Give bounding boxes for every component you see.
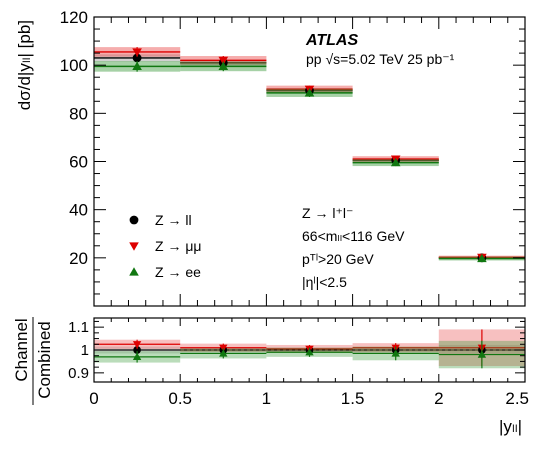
selection-line-2: 66<mₗₗ<116 GeV	[302, 228, 405, 244]
ratio-point-z-	[219, 344, 228, 352]
ratio-y-axis: 0.9 1 1.1	[68, 319, 525, 382]
selection-line-4: |ηˡ|<2.5	[302, 274, 347, 290]
x-axis-label: |yₗₗ|	[499, 417, 522, 436]
data-point-z-ee	[304, 88, 315, 97]
x-tick-label: 2.5	[505, 389, 529, 408]
legend-label-z-: Z → μμ	[155, 238, 201, 254]
selection-line-1: Z → l⁺l⁻	[302, 205, 353, 221]
data-point-z-ee	[477, 253, 487, 263]
y-tick-label: 60	[69, 153, 88, 172]
x-tick-label: 1	[262, 389, 271, 408]
main-y-axis: 20 40 60 80 100 120	[60, 8, 525, 307]
y-tick-label: 80	[69, 104, 88, 123]
legend-marker-z-ee	[129, 267, 139, 276]
atlas-label: ATLAS	[305, 32, 358, 49]
ratio-y-label-bottom: Combined	[35, 321, 54, 399]
ratio-point-z-	[132, 341, 142, 349]
legend-label-z-ee: Z → ee	[155, 264, 201, 280]
y-axis-label: dσ/d|yₗₗ| [pb]	[15, 20, 34, 110]
data-point-z-ee	[132, 61, 142, 70]
y-tick-label: 100	[60, 56, 88, 75]
x-tick-label: 0.5	[168, 389, 192, 408]
legend-marker-z-ll	[129, 215, 139, 225]
ratio-point-z-ee	[219, 349, 228, 357]
x-axis: 0 0.5 1 1.5 2 2.5	[89, 17, 529, 408]
main-panel-points	[132, 47, 487, 263]
y-tick-label: 120	[60, 8, 88, 27]
x-tick-label: 1.5	[341, 389, 365, 408]
x-tick-label: 0	[89, 389, 98, 408]
y-tick-label: 40	[69, 201, 88, 220]
ratio-point-z-ee	[477, 350, 487, 358]
ratio-y-tick-label: 1.1	[68, 319, 89, 336]
ratio-y-tick-label: 0.9	[68, 365, 89, 382]
data-point-z-ll	[132, 53, 142, 63]
ratio-y-tick-label: 1	[81, 342, 89, 359]
data-point-z-ee	[390, 157, 401, 167]
ratio-panel-points	[132, 329, 487, 369]
ratio-point-z-ee	[305, 348, 314, 356]
ratio-point-z-ee	[391, 349, 400, 357]
y-tick-label: 20	[69, 249, 88, 268]
selection-line-3: pᵀˡ>20 GeV	[302, 251, 374, 267]
data-point-z-	[132, 48, 142, 57]
ratio-y-label-top: Channel	[12, 318, 31, 381]
data-point-z-	[218, 56, 229, 66]
legend-marker-z-	[129, 242, 139, 251]
legend: Z → ll Z → μμ Z → ee	[129, 212, 201, 280]
x-tick-label: 2	[434, 389, 443, 408]
ratio-point-z-ee	[132, 352, 142, 361]
legend-label-z-ll: Z → ll	[155, 212, 192, 228]
data-point-z-ee	[218, 61, 229, 70]
collision-info: pp √s=5.02 TeV 25 pb⁻¹	[306, 51, 455, 67]
